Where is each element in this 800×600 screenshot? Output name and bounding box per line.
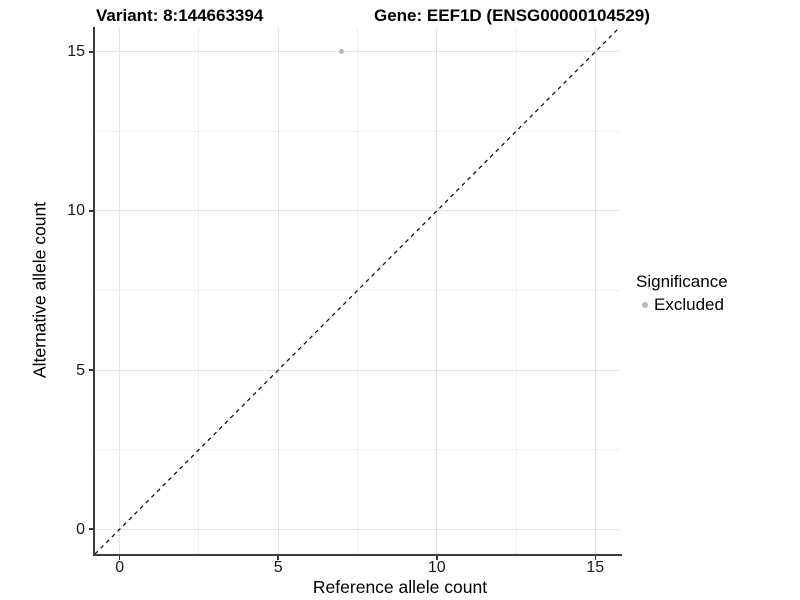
y-tick-label: 0 (76, 520, 85, 538)
y-major-gridline (95, 51, 620, 53)
data-point (339, 49, 345, 55)
x-major-gridline (119, 27, 121, 554)
y-axis-title: Alternative allele count (29, 201, 50, 379)
y-axis-tick (89, 369, 93, 371)
x-axis-tick (118, 556, 121, 560)
y-major-gridline (95, 210, 620, 212)
plot-title-gene: Gene: EEF1D (ENSG00000104529) (374, 6, 650, 25)
x-major-gridline (594, 27, 596, 554)
plot-title-variant: Variant: 8:144663394 (96, 6, 264, 25)
legend-title: Significance (636, 272, 728, 291)
identity-dashed-line (95, 27, 620, 554)
y-major-gridline (95, 528, 620, 530)
legend: Significance Excluded (636, 272, 728, 315)
y-minor-gridline (95, 130, 620, 132)
legend-item-excluded: Excluded (636, 295, 728, 315)
x-axis-title: Reference allele count (312, 577, 488, 597)
x-tick-label: 10 (427, 559, 446, 576)
y-tick-label: 5 (76, 361, 85, 379)
y-axis-tick (89, 528, 93, 530)
y-tick-label: 15 (67, 43, 85, 61)
legend-key (636, 297, 653, 314)
y-axis-line (93, 27, 95, 556)
x-tick-label: 15 (586, 559, 605, 576)
x-major-gridline (277, 27, 279, 554)
y-axis-tick (89, 210, 93, 212)
x-tick-label: 5 (273, 559, 283, 576)
x-axis-tick (277, 556, 279, 560)
y-tick-label: 10 (67, 202, 85, 220)
x-tick-label: 0 (115, 559, 125, 576)
legend-item-label: Excluded (654, 295, 724, 314)
y-major-gridline (95, 369, 620, 371)
plot-panel (95, 27, 620, 554)
x-axis-tick (594, 556, 597, 560)
y-axis-tick (89, 51, 93, 53)
x-axis-line (93, 554, 622, 556)
y-minor-gridline (95, 449, 620, 451)
x-major-gridline (436, 27, 438, 554)
x-axis-tick (436, 556, 438, 560)
excluded-point-icon (641, 302, 648, 308)
